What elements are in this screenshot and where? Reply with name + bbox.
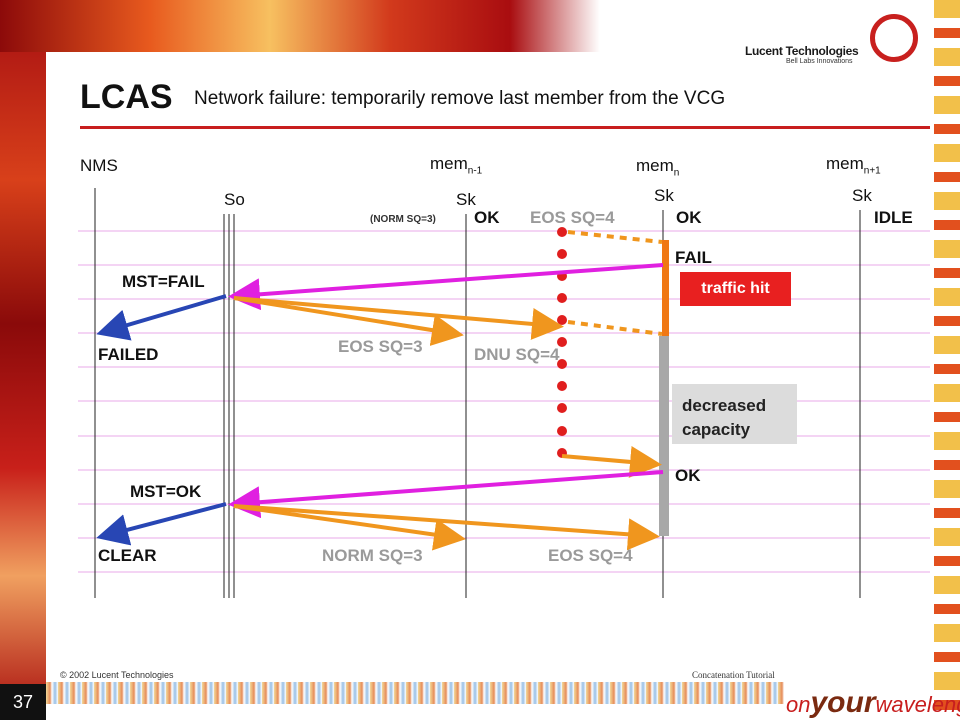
state-ok-n: OK — [676, 208, 702, 227]
label-mst-ok: MST=OK — [130, 482, 202, 501]
decreased-capacity-bar — [659, 336, 669, 536]
grid-lines — [78, 230, 930, 573]
decreased-capacity-box — [672, 384, 797, 444]
wave-decoration — [46, 682, 784, 704]
page-title: LCAS — [80, 78, 173, 116]
eos-sq4-arrow — [233, 504, 660, 551]
eos-sq3-arrow — [233, 296, 464, 346]
fail-duration-bar — [662, 240, 669, 336]
node-mem-n+1: memn+1 — [826, 154, 881, 177]
mst-fail-arrow — [228, 263, 664, 311]
lucent-ring-icon — [870, 14, 918, 62]
red-dot — [557, 359, 567, 369]
dnu-dotted — [567, 320, 663, 336]
red-dot — [557, 293, 567, 303]
node-mem-n: memn — [636, 156, 680, 179]
node-nms: NMS — [80, 156, 118, 175]
page-subtitle: Network failure: temporarily remove last… — [194, 88, 726, 109]
nms-failed: FAILED — [98, 345, 159, 364]
footer-tutorial: Concatenation Tutorial — [692, 670, 775, 680]
node-sk-n+1: Sk — [852, 186, 872, 205]
page-number: 37 — [0, 684, 46, 720]
label-dnu-sq4: DNU SQ=4 — [474, 345, 560, 364]
red-dot — [557, 403, 567, 413]
norm-sq3-arrow — [233, 504, 466, 551]
content-panel — [46, 52, 934, 662]
red-dot — [557, 227, 567, 237]
label-eos-sq4-bottom: EOS SQ=4 — [548, 546, 633, 565]
dnu-sq4-arrow — [233, 296, 564, 340]
state-ok-recovered: OK — [675, 466, 701, 485]
node-so: So — [224, 190, 245, 209]
decreased-label: decreased — [682, 396, 767, 415]
background-top-decoration — [0, 0, 600, 52]
ok-return-arrow — [561, 445, 662, 478]
brand-slogan: onyourwavelength — [786, 686, 960, 719]
label-eos-sq3: EOS SQ=3 — [338, 337, 423, 356]
failed-report-arrow — [96, 294, 227, 341]
label-norm-sq3: NORM SQ=3 — [322, 546, 423, 565]
capacity-label: capacity — [682, 420, 751, 439]
state-idle: IDLE — [874, 208, 913, 227]
state-fail: FAIL — [675, 248, 712, 267]
red-dot-column — [557, 227, 567, 458]
node-sk-n-1: Sk — [456, 190, 476, 209]
red-dot — [557, 426, 567, 436]
red-dot — [557, 315, 567, 325]
title-underline — [80, 126, 930, 129]
logo-name: Lucent Technologies — [745, 44, 859, 58]
red-dot — [557, 249, 567, 259]
clear-report-arrow — [96, 502, 227, 546]
nms-clear: CLEAR — [98, 546, 157, 565]
background-right-decoration — [934, 0, 960, 720]
footer-copyright: © 2002 Lucent Technologies — [60, 670, 174, 680]
traffic-hit-badge: traffic hit — [680, 272, 791, 306]
node-sk-n: Sk — [654, 186, 674, 205]
red-dot — [557, 381, 567, 391]
norm-sq3-note: (NORM SQ=3) — [370, 214, 436, 225]
mst-ok-arrow — [228, 470, 664, 519]
node-mem-n-1: memn-1 — [430, 154, 483, 177]
background-left-decoration — [0, 0, 46, 720]
label-eos-sq4-top: EOS SQ=4 — [530, 208, 615, 227]
eos-dotted-top — [567, 230, 663, 244]
state-ok-n-1: OK — [474, 208, 500, 227]
decreased-capacity-text: decreased capacity — [682, 394, 766, 442]
logo-subtitle: Bell Labs Innovations — [786, 58, 853, 65]
label-mst-fail: MST=FAIL — [122, 272, 205, 291]
